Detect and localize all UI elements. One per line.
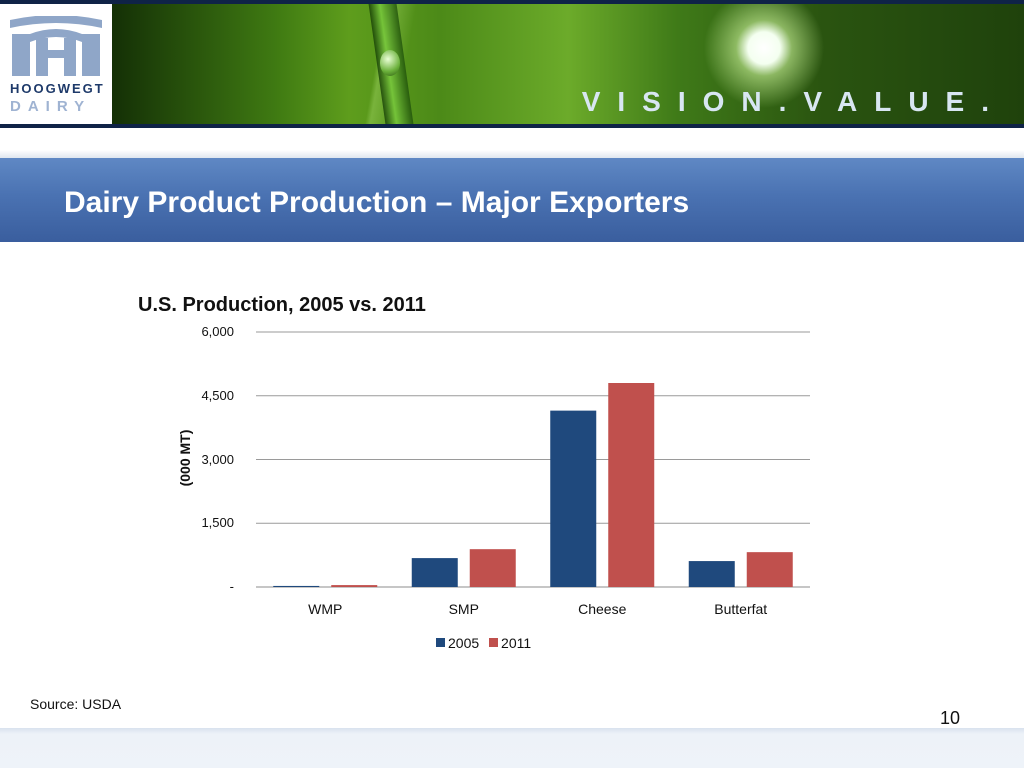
legend-item-2011: 2011 (489, 635, 531, 651)
bar-2005-smp (411, 558, 458, 587)
bar-2005-butterfat (688, 561, 735, 587)
bar-2005-cheese (550, 410, 597, 587)
logo-wordmark-secondary: DAIRY (10, 98, 92, 115)
footer-band (0, 728, 1024, 768)
x-tick-label: SMP (448, 601, 479, 617)
title-bar-shadow (0, 150, 1024, 158)
chart-legend: 2005 2011 (436, 634, 537, 651)
logo-wordmark-primary: HOOGWEGT (10, 81, 105, 96)
legend-item-2005: 2005 (436, 635, 479, 651)
y-tick-label: 1,500 (201, 515, 234, 531)
banner-photo (112, 4, 1024, 124)
header-banner: HOOGWEGT DAIRY VISION.VALUE. (0, 0, 1024, 128)
source-note: Source: USDA (30, 696, 122, 712)
slide-title: Dairy Product Production – Major Exporte… (64, 186, 690, 219)
logo-mark-icon (10, 16, 102, 76)
bar-2011-wmp (331, 585, 378, 587)
y-tick-label: 4,500 (201, 387, 234, 403)
legend-label-2011: 2011 (501, 634, 532, 651)
x-tick-label: Butterfat (714, 601, 768, 617)
bar-2005-wmp (273, 585, 320, 587)
bar-2011-cheese (608, 383, 655, 587)
company-logo: HOOGWEGT DAIRY (0, 4, 112, 124)
bar-2011-smp (469, 549, 516, 587)
page-number: 10 (940, 708, 961, 728)
title-bar (0, 158, 1024, 242)
x-tick-label: Cheese (578, 601, 627, 617)
chart-title: U.S. Production, 2005 vs. 2011 (138, 294, 426, 316)
brand-tagline: VISION.VALUE. (581, 86, 1006, 117)
legend-swatch-2011 (489, 638, 499, 647)
x-tick-label: WMP (308, 601, 343, 617)
y-tick-label: 6,000 (201, 324, 234, 339)
water-drop-image (380, 50, 400, 76)
legend-label-2005: 2005 (448, 634, 480, 651)
bar-2011-butterfat (746, 552, 793, 587)
y-tick-label: - (229, 579, 234, 594)
legend-swatch-2005 (436, 638, 445, 647)
y-tick-label: 3,000 (201, 451, 234, 467)
